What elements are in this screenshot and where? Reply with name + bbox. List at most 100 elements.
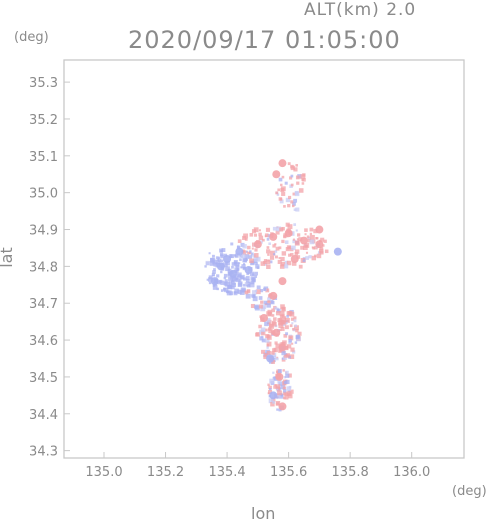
echo-speck [266,238,270,241]
echo-speck [273,253,276,256]
echo-speck [316,253,322,259]
data-point [284,229,293,238]
echo-speck [251,247,254,250]
echo-speck [256,285,261,290]
data-point [278,277,287,286]
data-point [315,240,324,249]
echo-speck [295,328,299,333]
echo-speck [279,329,282,332]
echo-speck [269,255,275,260]
echo-speck [274,384,277,387]
y-tick-label: 34.7 [29,297,58,312]
echo-speck [288,245,292,249]
echo-speck [276,308,281,313]
x-axis-label: lon [251,504,276,523]
echo-speck [284,317,290,323]
echo-speck [259,288,264,293]
echo-speck [282,355,287,360]
echo-speck [279,310,285,316]
echo-speck [294,324,297,328]
echo-speck [261,349,265,354]
echo-speck [278,246,282,250]
echo-speck [290,200,294,204]
echo-speck [285,379,290,385]
echo-speck [258,324,262,329]
echo-speck [291,322,294,325]
echo-speck [302,259,306,262]
echo-speck [239,290,245,295]
echo-speck [309,232,312,236]
echo-speck [225,260,230,266]
echo-speck [278,408,282,412]
echo-speck [228,281,232,285]
echo-speck [231,283,237,288]
echo-speck [271,300,275,305]
echo-speck [245,250,248,253]
echo-speck [293,167,298,172]
data-point [210,277,219,286]
echo-speck [206,278,209,281]
echo-speck [265,288,270,293]
echo-speck [268,398,274,404]
echo-speck [247,245,251,250]
echo-speck [302,178,306,182]
echo-speck [269,378,275,384]
echo-speck [264,233,269,238]
echo-speck [280,261,286,267]
echo-speck [255,332,259,337]
echo-speck [266,344,270,347]
echo-speck [231,265,234,269]
echo-speck [283,389,287,393]
data-point [253,240,262,249]
data-point [300,236,308,245]
echo-speck [254,271,258,276]
echo-speck [261,338,266,343]
echo-speck [237,268,240,271]
echo-speck [297,233,301,237]
echo-speck [309,239,315,245]
echo-speck [252,254,256,258]
echo-speck [294,190,299,195]
echo-speck [283,334,288,338]
echo-speck [289,354,295,360]
echo-speck [208,252,211,255]
echo-speck [280,304,285,309]
echo-speck [264,328,268,332]
echo-speck [295,335,300,340]
echo-speck [272,321,277,327]
echo-speck [293,208,297,212]
echo-speck [258,304,263,309]
echo-speck [288,338,292,343]
echo-speck [227,268,232,273]
echo-speck [266,318,271,323]
echo-speck [285,197,291,203]
echo-speck [282,391,287,396]
echo-speck [237,274,242,279]
echo-speck [284,325,289,330]
echo-speck [278,320,283,326]
echo-speck [324,249,329,254]
echo-speck [305,256,310,260]
echo-speck [270,250,276,256]
echo-speck [267,297,272,302]
echo-speck [216,274,220,278]
echo-speck [230,254,234,259]
echo-speck [286,315,289,318]
echo-speck [243,283,246,287]
echo-speck [292,350,296,354]
echo-speck [286,391,292,397]
echo-speck [284,264,289,269]
echo-speck [275,384,281,389]
echo-speck [264,338,270,343]
echo-speck [276,193,280,196]
echo-speck [268,328,273,334]
echo-speck [278,257,281,260]
echo-speck [320,237,325,242]
echo-speck [251,229,257,234]
echo-speck [266,346,269,349]
echo-speck [273,355,277,359]
echo-speck [278,381,283,386]
echo-speck [310,234,315,240]
echo-speck [263,287,266,291]
echo-speck [285,322,288,325]
